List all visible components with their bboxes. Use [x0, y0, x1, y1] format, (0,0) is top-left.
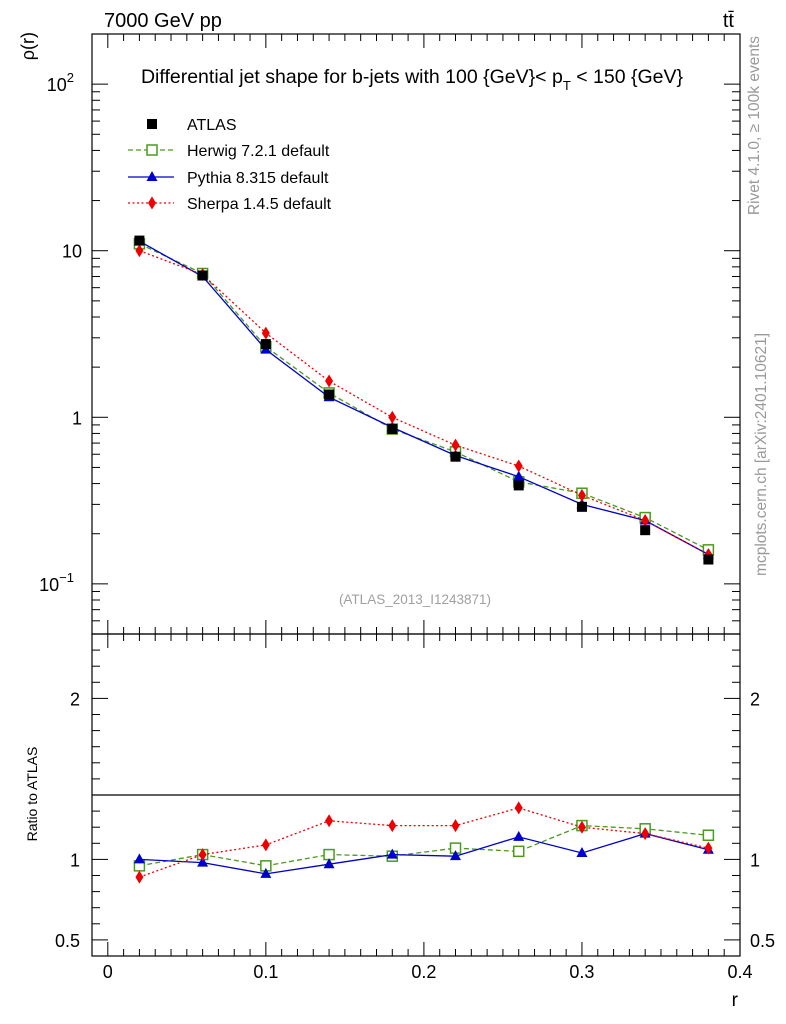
atlas-point [197, 270, 208, 281]
herwig-main-line [139, 243, 709, 551]
y-tick-exponent: 2 [67, 70, 74, 85]
herwig-ratio-line [139, 824, 709, 867]
y-axis-label: ρ(r) [18, 32, 38, 60]
y-tick-label: 10 [62, 242, 82, 262]
legend-atlas-marker [147, 119, 157, 129]
sherpa-ratio-point [388, 819, 397, 833]
chart-title: Differential jet shape for b-jets with 1… [141, 66, 684, 93]
source-label: mcplots.cern.ch [arXiv:2401.10621] [753, 333, 770, 576]
sherpa-main-line [139, 250, 709, 556]
x-tick-label: 0.1 [253, 962, 278, 982]
atlas-point [576, 501, 587, 512]
ratio-tick-label-left: 0.5 [55, 931, 80, 951]
legend-atlas-label: ATLAS [187, 117, 237, 134]
analysis-id: (ATLAS_2013_I1243871) [339, 592, 491, 607]
pythia-ratio-point [513, 830, 525, 841]
x-tick-label: 0 [103, 962, 113, 982]
pythia-ratio-point [197, 856, 209, 867]
ratio-series [133, 801, 715, 884]
sherpa-ratio-point [261, 838, 270, 852]
x-tick-label: 0.3 [569, 962, 594, 982]
atlas-point [387, 424, 398, 435]
sherpa-ratio-point [641, 827, 650, 841]
atlas-point [260, 339, 271, 350]
ratio-tick-label-left: 1 [70, 850, 80, 870]
sherpa-point [577, 488, 586, 502]
rivet-label: Rivet 4.1.0, ≥ 100k events [746, 36, 763, 215]
atlas-point [134, 235, 145, 246]
pythia-ratio-point [323, 858, 335, 869]
ratio-tick-label-right: 1 [750, 850, 760, 870]
sherpa-ratio-point [704, 841, 713, 855]
sherpa-point [135, 244, 144, 258]
y-tick-label: 10−1 [39, 570, 74, 595]
sherpa-point [261, 326, 270, 340]
legend-herwig-label: Herwig 7.2.1 default [187, 143, 330, 160]
sherpa-point [451, 438, 460, 452]
sherpa-ratio-point [577, 820, 586, 834]
sherpa-point [325, 374, 334, 388]
y-tick-base: 1 [72, 408, 82, 428]
x-tick-label: 0.2 [411, 962, 436, 982]
pythia-ratio-point [133, 853, 145, 864]
sherpa-ratio-point [135, 870, 144, 884]
legend-sherpa-marker [148, 196, 156, 210]
y-tick-base: 10 [39, 575, 59, 595]
sherpa-ratio-point [451, 819, 460, 833]
pythia-ratio-line [139, 832, 709, 875]
ratio-tick-label-left: 2 [70, 689, 80, 709]
main-series [133, 235, 715, 565]
herwig-ratio-point [702, 829, 715, 841]
legend-pythia-label: Pythia 8.315 default [187, 170, 329, 187]
axis-ticks [92, 33, 741, 956]
atlas-point [450, 451, 461, 462]
energy-label: 7000 GeV pp [104, 10, 222, 32]
atlas-point [703, 554, 714, 565]
y-tick-base: 10 [47, 75, 67, 95]
sherpa-ratio-point [198, 848, 207, 862]
pythia-ratio-point [386, 848, 398, 859]
y-tick-exponent: −1 [59, 570, 74, 585]
ratio-tick-label-right: 2 [750, 689, 760, 709]
pythia-main-line [139, 240, 709, 556]
ratio-y-axis-label: Ratio to ATLAS [24, 747, 40, 842]
sherpa-point [388, 410, 397, 424]
pythia-ratio-point [576, 846, 588, 857]
chart-title-subscript: T [563, 78, 571, 93]
x-tick-label: 0.4 [727, 962, 752, 982]
ratio-tick-label-right: 0.5 [750, 931, 775, 951]
sherpa-ratio-point [514, 801, 523, 815]
y-tick-base: 10 [62, 242, 82, 262]
atlas-point [513, 480, 524, 491]
legend-pythia-marker [146, 171, 158, 181]
chart-title-suffix: < 150 {GeV} [571, 66, 684, 88]
process-label: tt̄ [723, 10, 735, 32]
pythia-ratio-point [260, 867, 272, 878]
pythia-point [513, 470, 525, 481]
herwig-ratio-point [323, 848, 335, 861]
pythia-ratio-point [450, 850, 462, 861]
herwig-ratio-point [512, 845, 525, 858]
chart-title-main: Differential jet shape for b-jets with 1… [141, 66, 563, 88]
y-tick-label: 102 [47, 70, 74, 95]
atlas-point [640, 525, 651, 536]
x-axis-label: r [732, 990, 739, 1011]
legend: ATLAS Herwig 7.2.1 default Pythia 8.315 de… [128, 117, 332, 213]
sherpa-ratio-line [139, 807, 709, 878]
legend-sherpa-label: Sherpa 1.4.5 default [187, 196, 332, 213]
sherpa-point [514, 459, 523, 473]
sherpa-point [641, 514, 650, 528]
sherpa-ratio-point [325, 814, 334, 828]
legend-herwig-marker [146, 144, 158, 156]
y-tick-label: 1 [72, 408, 82, 428]
atlas-point [324, 389, 335, 400]
